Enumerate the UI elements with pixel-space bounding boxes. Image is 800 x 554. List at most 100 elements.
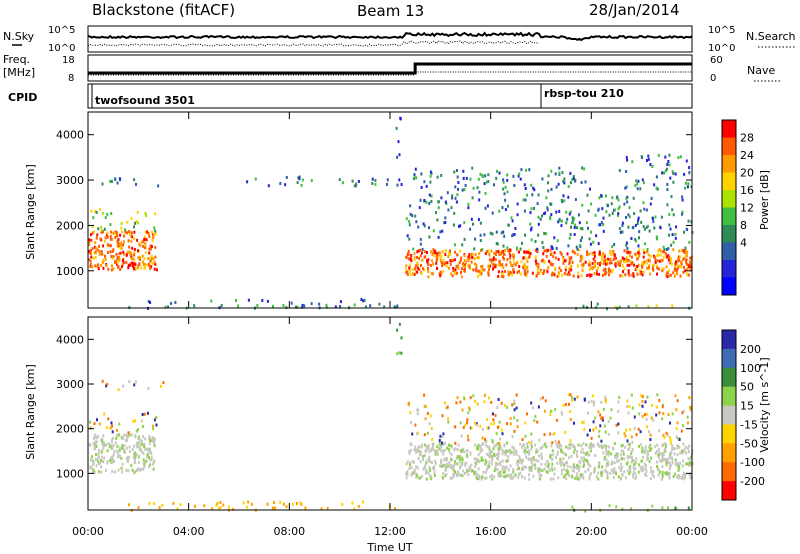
scatter-cell xyxy=(641,399,644,403)
scatter-cell xyxy=(625,260,628,263)
scatter-cell xyxy=(676,475,679,479)
scatter-cell xyxy=(591,443,593,447)
scatter-cell xyxy=(597,266,600,270)
scatter-cell xyxy=(140,419,143,423)
colorbar-swatch-4 xyxy=(722,405,736,425)
scatter-cell xyxy=(505,441,508,445)
scatter-cell xyxy=(566,217,569,221)
scatter-cell xyxy=(628,472,631,476)
scatter-cell xyxy=(482,442,485,446)
scatter-cell xyxy=(457,443,460,447)
scatter-cell xyxy=(398,322,401,326)
scatter-cell xyxy=(681,198,684,202)
scatter-cell xyxy=(140,240,143,244)
scatter-cell xyxy=(103,227,106,231)
scatter-cell xyxy=(491,440,494,444)
scatter-cell xyxy=(560,410,563,414)
scatter-cell xyxy=(433,467,436,471)
scatter-cell xyxy=(529,222,532,226)
scatter-cell xyxy=(123,433,126,437)
scatter-cell xyxy=(536,202,539,206)
scatter-cell xyxy=(150,439,153,442)
scatter-cell xyxy=(645,259,648,263)
scatter-cell xyxy=(154,229,157,233)
scatter-cell xyxy=(543,260,546,264)
scatter-cell xyxy=(517,476,520,480)
scatter-cell xyxy=(148,442,151,445)
scatter-cell xyxy=(469,451,472,455)
scatter-cell xyxy=(430,200,433,203)
scatter-cell xyxy=(393,305,396,309)
scatter-cell xyxy=(126,250,129,254)
scatter-cell xyxy=(541,241,544,245)
scatter-cell xyxy=(118,258,121,262)
scatter-cell xyxy=(673,274,676,278)
scatter-cell xyxy=(586,459,588,463)
scatter-cell xyxy=(543,467,546,471)
scatter-cell xyxy=(453,258,456,262)
scatter-cell xyxy=(446,191,449,195)
scatter-cell xyxy=(607,445,610,449)
scatter-cell xyxy=(507,223,510,227)
scatter-cell xyxy=(618,396,621,399)
scatter-cell xyxy=(97,267,100,271)
scatter-cell xyxy=(558,171,561,175)
scatter-cell xyxy=(671,458,674,462)
scatter-cell xyxy=(509,464,512,468)
scatter-cell xyxy=(414,267,417,271)
scatter-cell xyxy=(429,263,432,267)
scatter-cell xyxy=(481,264,484,268)
scatter-cell xyxy=(96,265,99,269)
scatter-cell xyxy=(416,270,419,274)
scatter-cell xyxy=(435,211,437,215)
scatter-cell xyxy=(461,474,464,477)
scatter-cell xyxy=(430,427,433,430)
x-tick-label-5: 20:00 xyxy=(575,525,607,538)
scatter-cell xyxy=(667,274,670,278)
scatter-cell xyxy=(92,216,95,220)
scatter-cell xyxy=(664,252,667,256)
scatter-cell xyxy=(658,248,661,252)
scatter-cell xyxy=(609,249,612,253)
scatter-cell xyxy=(485,476,488,480)
scatter-cell xyxy=(619,274,622,278)
scatter-cell xyxy=(445,249,447,253)
y-tick-label-0: 1000 xyxy=(56,467,84,480)
scatter-cell xyxy=(102,434,105,438)
scatter-cell xyxy=(515,261,518,264)
scatter-cell xyxy=(149,247,152,251)
scatter-cell xyxy=(655,460,658,464)
scatter-cell xyxy=(672,172,675,175)
scatter-cell xyxy=(688,166,691,170)
scatter-cell xyxy=(664,447,667,451)
scatter-cell xyxy=(172,501,175,505)
scatter-cell xyxy=(383,305,386,309)
scatter-cell xyxy=(297,176,300,180)
scatter-cell xyxy=(602,223,605,227)
scatter-cell xyxy=(423,224,426,228)
colorbar-swatch-1 xyxy=(722,137,736,156)
scatter-cell xyxy=(549,409,552,413)
scatter-cell xyxy=(513,401,516,405)
scatter-cell xyxy=(420,172,423,176)
scatter-cell xyxy=(484,192,487,195)
scatter-cell xyxy=(467,255,470,259)
scatter-cell xyxy=(666,188,669,192)
scatter-cell xyxy=(662,267,665,270)
scatter-cell xyxy=(477,458,480,462)
scatter-cell xyxy=(612,475,615,479)
scatter-cell xyxy=(453,460,456,463)
scatter-cell xyxy=(495,252,497,256)
scatter-cell xyxy=(682,459,685,463)
scatter-cell xyxy=(616,455,619,459)
scatter-cell xyxy=(629,260,632,264)
scatter-cell xyxy=(160,384,162,388)
scatter-cell xyxy=(564,462,567,465)
scatter-cell xyxy=(601,446,604,450)
scatter-cell xyxy=(605,210,608,214)
freq-left-label: Freq. xyxy=(3,53,30,66)
scatter-cell xyxy=(419,460,422,464)
scatter-cell xyxy=(444,469,447,472)
scatter-cell xyxy=(500,401,503,405)
scatter-cell xyxy=(396,155,399,159)
